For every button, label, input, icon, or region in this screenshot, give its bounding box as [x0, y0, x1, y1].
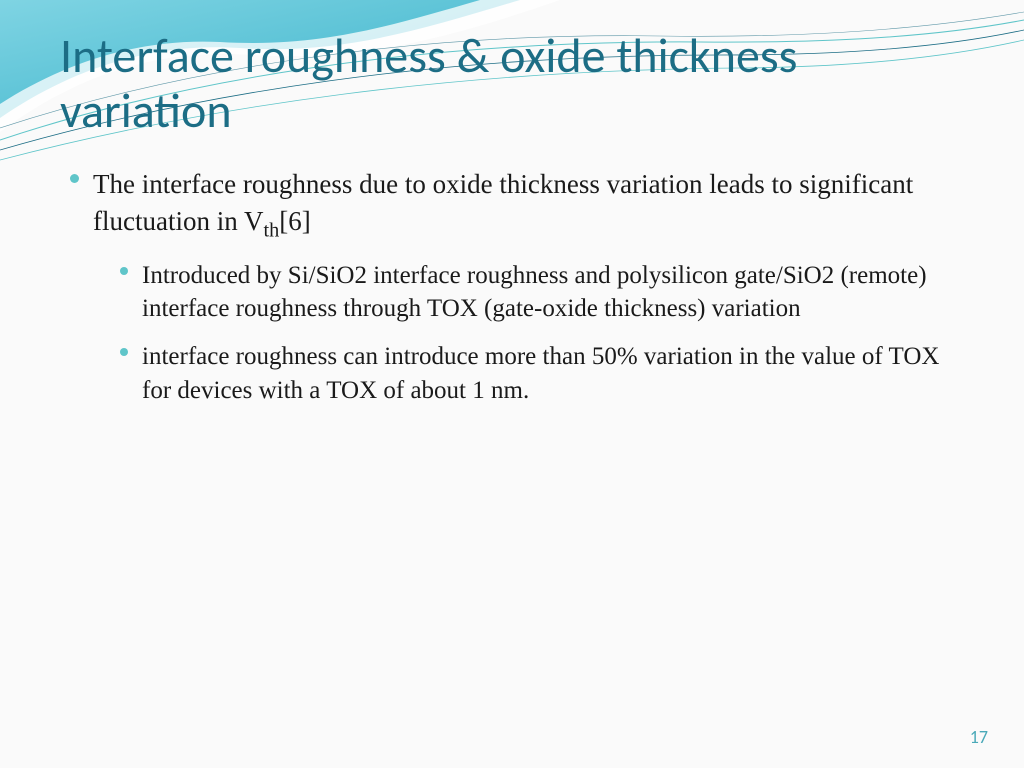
- slide-title: Interface roughness & oxide thickness va…: [60, 28, 964, 138]
- bullet-dot-icon: [70, 174, 79, 183]
- bullet-dot-icon: [120, 348, 128, 356]
- page-number: 17: [970, 726, 988, 748]
- bullet-text: interface roughness can introduce more t…: [142, 340, 964, 408]
- slide: Interface roughness & oxide thickness va…: [0, 0, 1024, 768]
- bullet-level1: The interface roughness due to oxide thi…: [70, 166, 964, 244]
- bullet-level2: Introduced by Si/SiO2 interface roughnes…: [120, 259, 964, 327]
- bullet-level2: interface roughness can introduce more t…: [120, 340, 964, 408]
- bullet-dot-icon: [120, 267, 128, 275]
- bullet-list: The interface roughness due to oxide thi…: [60, 166, 964, 407]
- bullet-text: Introduced by Si/SiO2 interface roughnes…: [142, 259, 964, 327]
- bullet-text: The interface roughness due to oxide thi…: [93, 166, 964, 244]
